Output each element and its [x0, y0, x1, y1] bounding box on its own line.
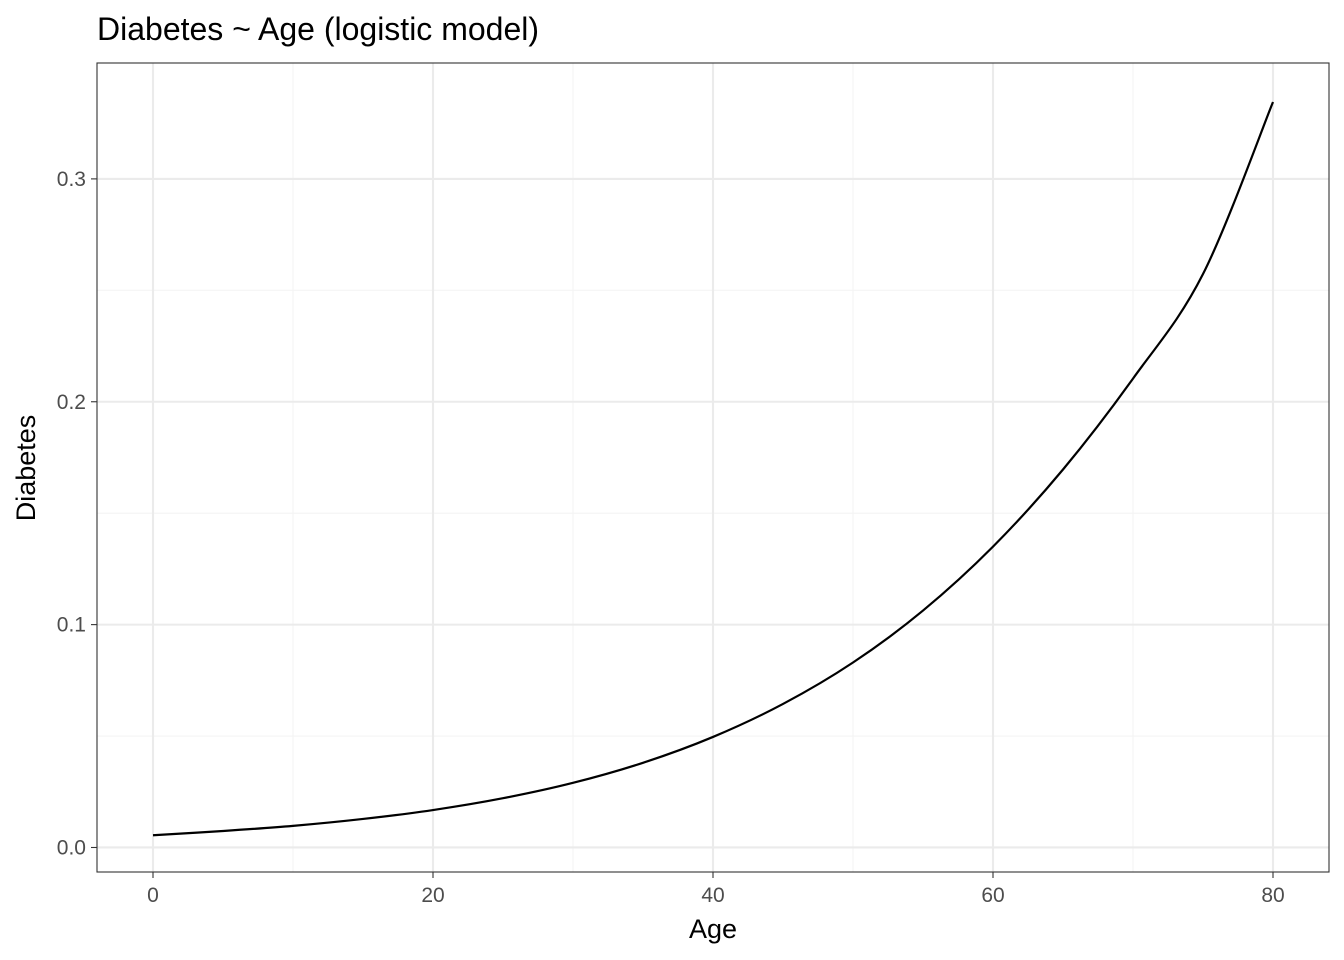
x-tick-label: 0: [147, 884, 159, 907]
x-tick-label: 20: [421, 884, 444, 907]
series-line-0: [152, 101, 1275, 837]
major-gridlines: [97, 63, 1329, 872]
y-tick-label: 0.3: [57, 168, 86, 191]
y-tick-label: 0.1: [57, 614, 86, 637]
x-tick-label: 60: [981, 884, 1004, 907]
y-tick-label: 0.0: [57, 836, 86, 859]
x-axis-title: Age: [689, 914, 737, 944]
series-layer: [152, 101, 1275, 837]
y-tick-label: 0.2: [57, 391, 86, 414]
y-axis: 0.0 0.1 0.2 0.3: [57, 168, 97, 859]
x-tick-label: 80: [1261, 884, 1284, 907]
x-axis: 0 20 40 60 80: [147, 872, 1285, 907]
x-tick-label: 40: [701, 884, 724, 907]
chart-title: Diabetes ~ Age (logistic model): [97, 11, 539, 47]
y-axis-title: Diabetes: [11, 415, 41, 522]
